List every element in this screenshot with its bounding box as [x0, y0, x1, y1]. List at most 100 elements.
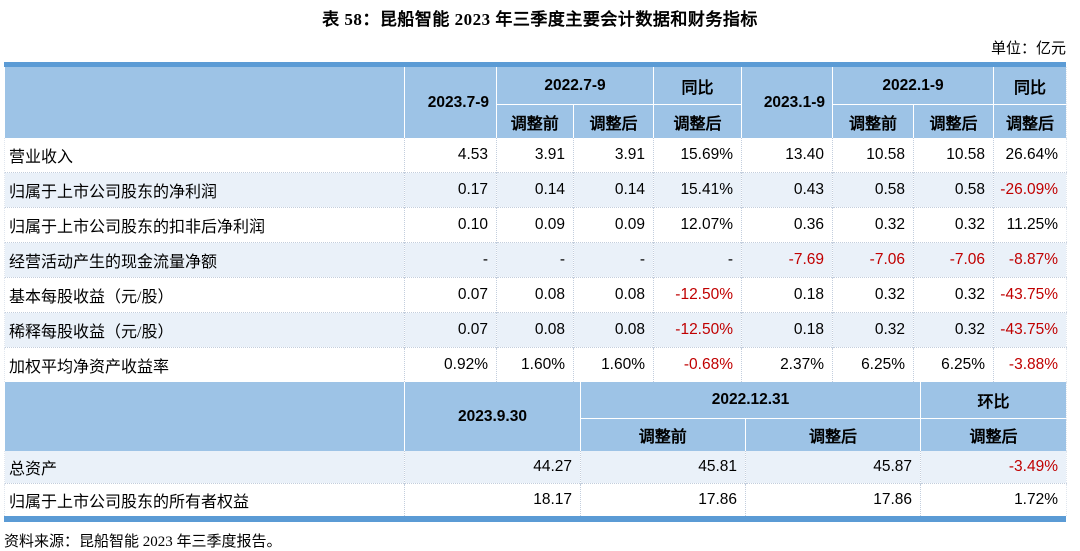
- value-cell: -3.49%: [920, 451, 1067, 484]
- value-cell: 12.07%: [653, 207, 742, 243]
- row-label: 加权平均净资产收益率: [4, 347, 405, 382]
- row-label: 归属于上市公司股东的净利润: [4, 172, 405, 208]
- source-note: 资料来源：昆船智能 2023 年三季度报告。: [4, 534, 282, 550]
- value-cell: -12.50%: [653, 312, 742, 348]
- value-cell: 0.14: [496, 172, 574, 208]
- value-cell: 18.17: [404, 483, 581, 516]
- value-cell: 0.14: [572, 172, 654, 208]
- value-cell: -: [496, 242, 574, 278]
- quarter-table-body: 营业收入 4.53 3.91 3.91 15.69% 13.40 10.58 10.58 26.…: [4, 138, 1067, 382]
- row-label: 基本每股收益（元/股）: [4, 277, 405, 313]
- value-cell: -7.06: [913, 242, 994, 278]
- value-cell: 0.18: [741, 277, 833, 313]
- value-cell: 0.17: [404, 172, 497, 208]
- value-cell: 45.81: [580, 451, 746, 484]
- col-header-2023-1-9: 2023.1-9: [741, 67, 833, 138]
- table-row: 稀释每股收益（元/股） 0.07 0.08 0.08 -12.50% 0.18 0.32 0.…: [4, 312, 1067, 348]
- row-label: 经营活动产生的现金流量净额: [4, 242, 405, 278]
- value-cell: 0.07: [404, 312, 497, 348]
- value-cell: 1.72%: [920, 483, 1067, 516]
- value-cell: 1.60%: [496, 347, 574, 382]
- group-header-qoq: 环比: [920, 382, 1067, 419]
- value-cell: 6.25%: [913, 347, 994, 382]
- value-cell: -3.88%: [993, 347, 1067, 382]
- value-cell: 4.53: [404, 138, 497, 173]
- value-cell: -43.75%: [993, 312, 1067, 348]
- row-label: 归属于上市公司股东的所有者权益: [4, 483, 405, 516]
- value-cell: 0.32: [832, 207, 914, 243]
- value-cell: 0.32: [832, 277, 914, 313]
- value-cell: 0.32: [913, 207, 994, 243]
- table-row: 基本每股收益（元/股） 0.07 0.08 0.08 -12.50% 0.18 0.32 0.…: [4, 277, 1067, 313]
- sub-header-adj-before: 调整前: [496, 104, 574, 138]
- value-cell: -: [404, 242, 497, 278]
- value-cell: 0.58: [913, 172, 994, 208]
- sub-header-adj-after: 调整后: [572, 104, 654, 138]
- table-row: 经营活动产生的现金流量净额 - - - - -7.69 -7.06 -7.06 -8.87%: [4, 242, 1067, 278]
- value-cell: 0.36: [741, 207, 833, 243]
- value-cell: 0.08: [572, 312, 654, 348]
- quarterly-indicators-table: 2023.7-9 2022.7-9 同比 2023.1-9 2022.1-9 同…: [4, 67, 1068, 382]
- sub-header-adj-before: 调整前: [832, 104, 914, 138]
- value-cell: 0.08: [572, 277, 654, 313]
- value-cell: 0.32: [913, 277, 994, 313]
- value-cell: -7.69: [741, 242, 833, 278]
- value-cell: 0.43: [741, 172, 833, 208]
- row-label: 营业收入: [4, 138, 405, 173]
- balance-sheet-table: 2023.9.30 2022.12.31 环比 调整前 调整后 调整后 总资产 4…: [4, 382, 1068, 516]
- sub-header-adj-after: 调整后: [744, 418, 921, 451]
- group-header-2022-7-9: 2022.7-9: [495, 67, 654, 105]
- value-cell: 26.64%: [993, 138, 1067, 173]
- balance-table-body: 总资产 44.27 45.81 45.87 -3.49% 归属于上市公司股东的所有者权益 1…: [4, 451, 1067, 516]
- table-row: 归属于上市公司股东的扣非后净利润 0.10 0.09 0.09 12.07% 0.36 0.…: [4, 207, 1067, 243]
- row-label: 总资产: [4, 451, 405, 484]
- value-cell: 15.41%: [653, 172, 742, 208]
- sub-header-adj-after: 调整后: [993, 104, 1067, 138]
- value-cell: 10.58: [913, 138, 994, 173]
- table-title: 表 58：昆船智能 2023 年三季度主要会计数据和财务指标: [322, 10, 758, 29]
- value-cell: 11.25%: [993, 207, 1067, 243]
- value-cell: 0.10: [404, 207, 497, 243]
- corner-cell: [4, 67, 405, 138]
- group-header-2022-12-31: 2022.12.31: [579, 382, 921, 419]
- table-top-accent-bar: [4, 62, 1066, 67]
- unit-label: 单位：亿元: [990, 41, 1066, 57]
- value-cell: 0.18: [741, 312, 833, 348]
- group-header-yoy-ytd: 同比: [993, 67, 1067, 105]
- value-cell: 10.58: [832, 138, 914, 173]
- table-row: 总资产 44.27 45.81 45.87 -3.49%: [4, 451, 1067, 484]
- sub-header-adj-after: 调整后: [920, 418, 1067, 451]
- value-cell: -7.06: [832, 242, 914, 278]
- value-cell: -26.09%: [993, 172, 1067, 208]
- value-cell: -: [572, 242, 654, 278]
- sub-header-adj-after: 调整后: [653, 104, 742, 138]
- value-cell: 1.60%: [572, 347, 654, 382]
- value-cell: 3.91: [496, 138, 574, 173]
- value-cell: 0.07: [404, 277, 497, 313]
- value-cell: 0.92%: [404, 347, 497, 382]
- value-cell: 3.91: [572, 138, 654, 173]
- value-cell: 0.32: [832, 312, 914, 348]
- value-cell: 17.86: [744, 483, 921, 516]
- value-cell: 15.69%: [653, 138, 742, 173]
- value-cell: 0.09: [572, 207, 654, 243]
- col-header-2023-7-9: 2023.7-9: [404, 67, 497, 138]
- table-row: 加权平均净资产收益率 0.92% 1.60% 1.60% -0.68% 2.37% 6.25…: [4, 347, 1067, 382]
- col-header-2023-9-30: 2023.9.30: [404, 382, 581, 451]
- value-cell: 0.32: [913, 312, 994, 348]
- value-cell: 44.27: [404, 451, 581, 484]
- table-row: 营业收入 4.53 3.91 3.91 15.69% 13.40 10.58 10.58 26.…: [4, 138, 1067, 173]
- value-cell: 0.08: [496, 312, 574, 348]
- value-cell: 45.87: [744, 451, 921, 484]
- value-cell: 17.86: [580, 483, 746, 516]
- value-cell: 2.37%: [741, 347, 833, 382]
- value-cell: 6.25%: [832, 347, 914, 382]
- sub-header-adj-after: 调整后: [913, 104, 994, 138]
- corner-cell: [4, 382, 405, 451]
- value-cell: 0.09: [496, 207, 574, 243]
- row-label: 归属于上市公司股东的扣非后净利润: [4, 207, 405, 243]
- quarter-table-header: 2023.7-9 2022.7-9 同比 2023.1-9 2022.1-9 同…: [4, 67, 1067, 138]
- value-cell: 13.40: [741, 138, 833, 173]
- row-label: 稀释每股收益（元/股）: [4, 312, 405, 348]
